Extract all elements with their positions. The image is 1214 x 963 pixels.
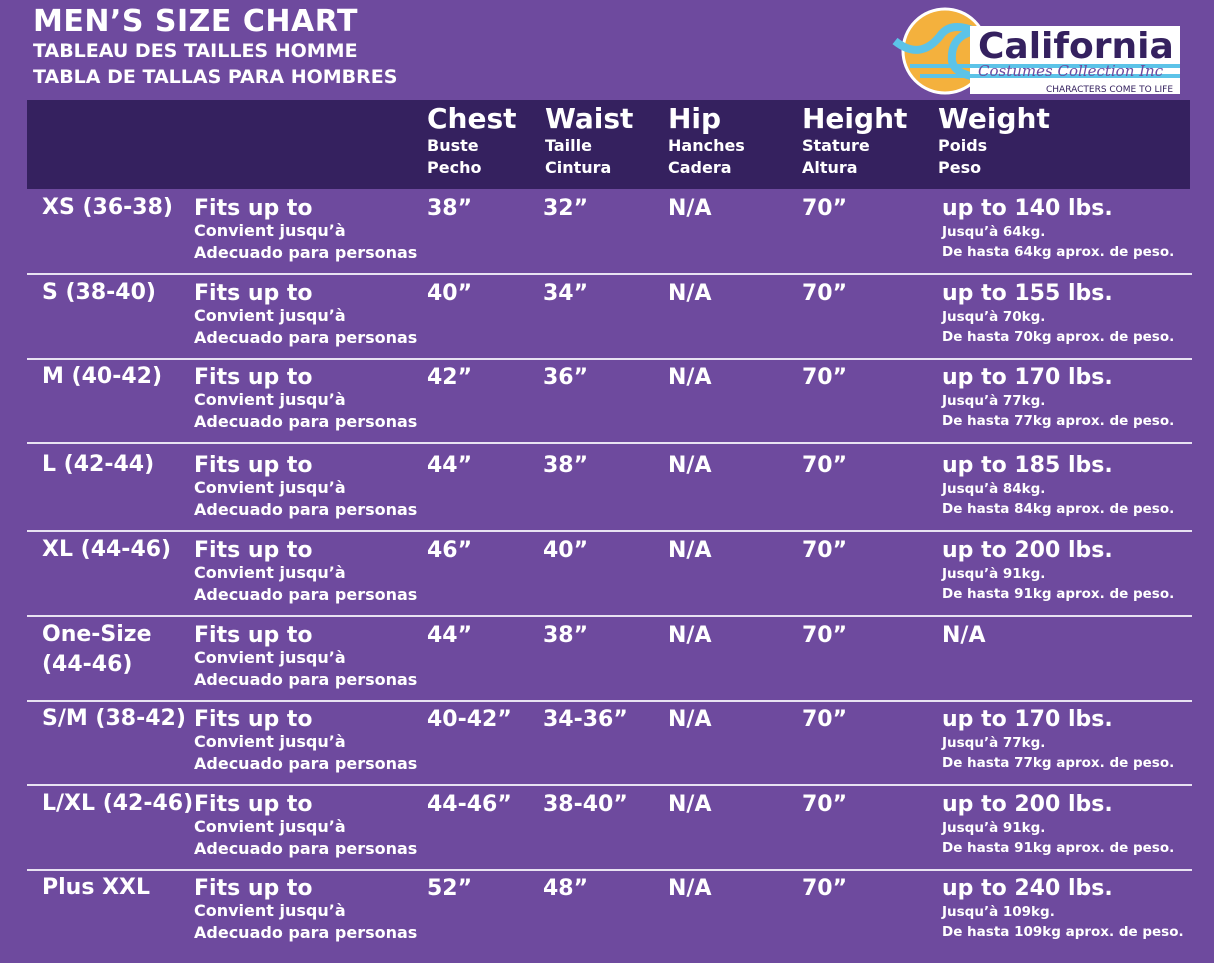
california-costumes-logo: California Costumes Collection Inc CHARA… (892, 7, 1180, 95)
row-divider (27, 615, 1192, 617)
weight-value: up to 170 lbs. Jusqu’à 77kg. De hasta 77kg… (942, 365, 1175, 429)
hip-value: N/A (668, 281, 712, 306)
height-value: 70” (802, 792, 848, 817)
size-label: S (38-40) (42, 280, 156, 305)
waist-value: 40” (543, 538, 589, 563)
height-value: 70” (802, 453, 848, 478)
size-label: Plus XXL (42, 875, 151, 900)
waist-value: 38” (543, 623, 589, 648)
chest-value: 42” (427, 365, 473, 390)
waist-value: 48” (543, 876, 589, 901)
waist-value: 38-40” (543, 792, 628, 817)
chest-value: 44-46” (427, 792, 512, 817)
height-value: 70” (802, 623, 848, 648)
fits-label: Fits up to Convient jusqu’à Adecuado para … (194, 792, 418, 858)
fits-label: Fits up to Convient jusqu’à Adecuado para … (194, 196, 418, 262)
table-row: S (38-40) Fits up to Convient jusqu’à Adec… (0, 275, 1214, 360)
row-divider (27, 784, 1192, 786)
table-row: Plus XXL Fits up to Convient jusqu’à Adecu… (0, 870, 1214, 954)
row-divider (27, 273, 1192, 275)
weight-value: N/A (942, 623, 986, 648)
chest-value: 52” (427, 876, 473, 901)
size-label: XS (36-38) (42, 195, 173, 220)
height-value: 70” (802, 196, 848, 221)
logo-script: Costumes Collection Inc (978, 62, 1164, 80)
fits-label: Fits up to Convient jusqu’à Adecuado para … (194, 623, 418, 689)
hip-value: N/A (668, 196, 712, 221)
chest-value: 44” (427, 623, 473, 648)
header-height: Height Stature Altura (802, 102, 908, 177)
logo-tagline: CHARACTERS COME TO LIFE (1046, 85, 1173, 95)
waist-value: 36” (543, 365, 589, 390)
weight-value: up to 200 lbs. Jusqu’à 91kg. De hasta 91kg… (942, 792, 1175, 856)
subtitle-spanish: TABLA DE TALLAS PARA HOMBRES (33, 66, 398, 88)
row-divider (27, 869, 1192, 871)
weight-value: up to 170 lbs. Jusqu’à 77kg. De hasta 77kg… (942, 707, 1175, 771)
table-row: L (42-44) Fits up to Convient jusqu’à Adec… (0, 447, 1214, 532)
size-label: S/M (38-42) (42, 706, 186, 731)
hip-value: N/A (668, 792, 712, 817)
hip-value: N/A (668, 453, 712, 478)
header-hip: Hip Hanches Cadera (668, 102, 745, 177)
header-weight: Weight Poids Peso (938, 102, 1050, 177)
waist-value: 32” (543, 196, 589, 221)
subtitle-french: TABLEAU DES TAILLES HOMME (33, 40, 358, 62)
chest-value: 38” (427, 196, 473, 221)
hip-value: N/A (668, 623, 712, 648)
hip-value: N/A (668, 538, 712, 563)
table-row: S/M (38-42) Fits up to Convient jusqu’à Ad… (0, 701, 1214, 786)
header-waist: Waist Taille Cintura (545, 102, 634, 177)
weight-value: up to 240 lbs. Jusqu’à 109kg. De hasta 109… (942, 876, 1184, 940)
fits-label: Fits up to Convient jusqu’à Adecuado para … (194, 876, 418, 942)
chest-value: 40-42” (427, 707, 512, 732)
header-chest: Chest Buste Pecho (427, 102, 517, 177)
table-row: XL (44-46) Fits up to Convient jusqu’à Ade… (0, 532, 1214, 617)
size-label: M (40-42) (42, 364, 163, 389)
hip-value: N/A (668, 876, 712, 901)
chest-value: 46” (427, 538, 473, 563)
row-divider (27, 530, 1192, 532)
chest-value: 44” (427, 453, 473, 478)
height-value: 70” (802, 707, 848, 732)
chest-value: 40” (427, 281, 473, 306)
row-divider (27, 358, 1192, 360)
size-label: One-Size (44-46) (42, 622, 152, 677)
fits-label: Fits up to Convient jusqu’à Adecuado para … (194, 453, 418, 519)
table-row: L/XL (42-46) Fits up to Convient jusqu’à A… (0, 786, 1214, 871)
weight-value: up to 140 lbs. Jusqu’à 64kg. De hasta 64kg… (942, 196, 1175, 260)
table-row: One-Size (44-46) Fits up to Convient jusq… (0, 617, 1214, 702)
hip-value: N/A (668, 365, 712, 390)
table-row: M (40-42) Fits up to Convient jusqu’à Adec… (0, 359, 1214, 444)
height-value: 70” (802, 538, 848, 563)
hip-value: N/A (668, 707, 712, 732)
weight-value: up to 155 lbs. Jusqu’à 70kg. De hasta 70kg… (942, 281, 1175, 345)
fits-label: Fits up to Convient jusqu’à Adecuado para … (194, 707, 418, 773)
height-value: 70” (802, 365, 848, 390)
logo-wordmark: California (978, 26, 1174, 67)
table-row: XS (36-38) Fits up to Convient jusqu’à Ade… (0, 190, 1214, 275)
waist-value: 38” (543, 453, 589, 478)
row-divider (27, 700, 1192, 702)
fits-label: Fits up to Convient jusqu’à Adecuado para … (194, 281, 418, 347)
page-title: MEN’S SIZE CHART (33, 4, 358, 39)
size-label: XL (44-46) (42, 537, 172, 562)
height-value: 70” (802, 281, 848, 306)
size-label: L (42-44) (42, 452, 155, 477)
waist-value: 34-36” (543, 707, 628, 732)
height-value: 70” (802, 876, 848, 901)
fits-label: Fits up to Convient jusqu’à Adecuado para … (194, 538, 418, 604)
fits-label: Fits up to Convient jusqu’à Adecuado para … (194, 365, 418, 431)
weight-value: up to 200 lbs. Jusqu’à 91kg. De hasta 91kg… (942, 538, 1175, 602)
size-label: L/XL (42-46) (42, 791, 194, 816)
row-divider (27, 442, 1192, 444)
waist-value: 34” (543, 281, 589, 306)
weight-value: up to 185 lbs. Jusqu’à 84kg. De hasta 84kg… (942, 453, 1175, 517)
table-header: Chest Buste Pecho Waist Taille Cintura Hip Ha… (27, 100, 1190, 189)
